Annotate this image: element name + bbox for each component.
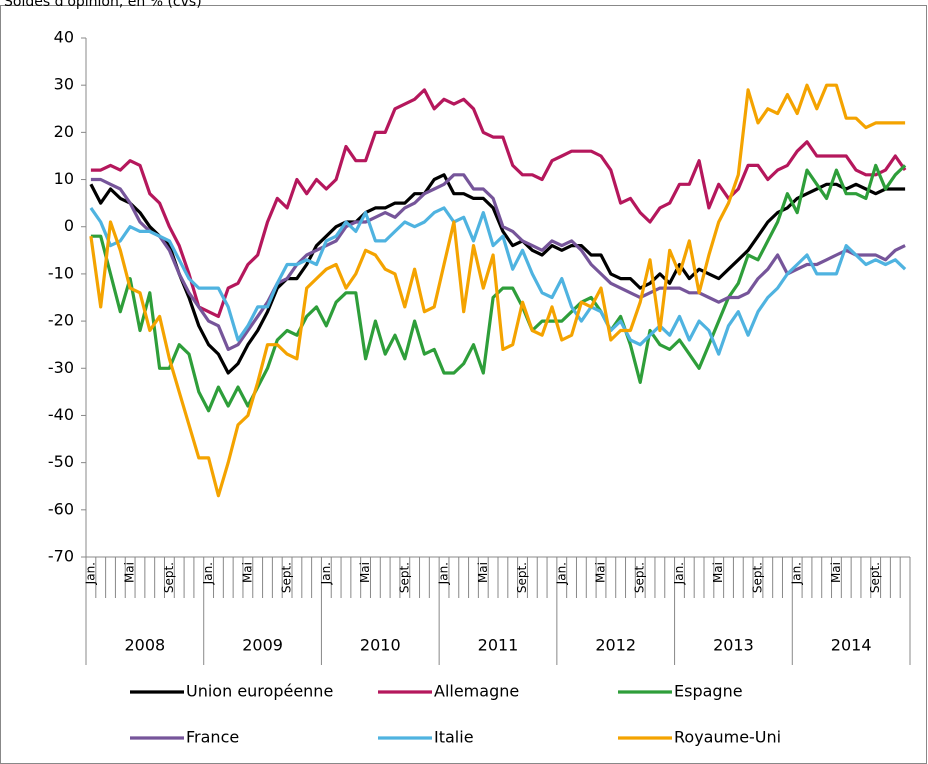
x-tick-label: Jan. bbox=[554, 562, 568, 585]
chart-title: Soldes d'opinion, en % (cvs) bbox=[4, 0, 202, 10]
x-tick-label: Mai bbox=[358, 562, 372, 583]
legend-label: Union européenne bbox=[186, 682, 333, 701]
x-tick-label: Jan. bbox=[319, 562, 333, 585]
legend-label: Allemagne bbox=[434, 682, 519, 701]
year-label: 2009 bbox=[242, 636, 283, 655]
x-tick-label: Sept. bbox=[162, 562, 176, 593]
year-label: 2008 bbox=[124, 636, 165, 655]
y-tick-label: -50 bbox=[48, 452, 74, 471]
y-tick-label: -10 bbox=[48, 263, 74, 282]
series-line bbox=[89, 173, 906, 375]
series-line bbox=[90, 173, 906, 351]
y-tick-label: 0 bbox=[64, 216, 74, 235]
legend-label: France bbox=[186, 728, 239, 747]
x-tick-label: Sept. bbox=[633, 562, 647, 593]
x-tick-label: Jan. bbox=[790, 562, 804, 585]
x-tick-label: Mai bbox=[829, 562, 843, 583]
x-tick-label: Mai bbox=[711, 562, 725, 583]
x-tick-label: Mai bbox=[240, 562, 254, 583]
y-tick-label: -60 bbox=[48, 499, 74, 518]
year-label: 2012 bbox=[595, 636, 636, 655]
year-label: 2011 bbox=[478, 636, 519, 655]
year-label: 2013 bbox=[713, 636, 754, 655]
x-tick-label: Sept. bbox=[397, 562, 411, 593]
year-label: 2010 bbox=[360, 636, 401, 655]
legend-label: Espagne bbox=[674, 682, 743, 701]
x-tick-label: Mai bbox=[123, 562, 137, 583]
x-tick-label: Jan. bbox=[437, 562, 451, 585]
series-line bbox=[89, 83, 906, 498]
series-line bbox=[90, 88, 907, 318]
x-tick-label: Jan. bbox=[83, 562, 97, 585]
series-line bbox=[89, 206, 907, 356]
x-tick-label: Sept. bbox=[868, 562, 882, 593]
y-tick-label: -40 bbox=[48, 405, 74, 424]
x-tick-label: Jan. bbox=[201, 562, 215, 585]
y-tick-label: 30 bbox=[54, 75, 74, 94]
x-tick-label: Sept. bbox=[750, 562, 764, 593]
y-tick-label: 40 bbox=[54, 28, 74, 47]
y-tick-label: 20 bbox=[54, 122, 74, 141]
y-tick-label: -20 bbox=[48, 311, 74, 330]
x-tick-label: Sept. bbox=[515, 562, 529, 593]
legend-label: Italie bbox=[434, 728, 474, 747]
y-tick-label: -30 bbox=[48, 358, 74, 377]
year-label: 2014 bbox=[831, 636, 872, 655]
x-tick-label: Jan. bbox=[672, 562, 686, 585]
x-tick-label: Sept. bbox=[280, 562, 294, 593]
x-tick-label: Mai bbox=[594, 562, 608, 583]
y-tick-label: 10 bbox=[54, 169, 74, 188]
y-tick-label: -70 bbox=[48, 547, 74, 566]
x-tick-label: Mai bbox=[476, 562, 490, 583]
legend-label: Royaume-Uni bbox=[674, 728, 781, 747]
